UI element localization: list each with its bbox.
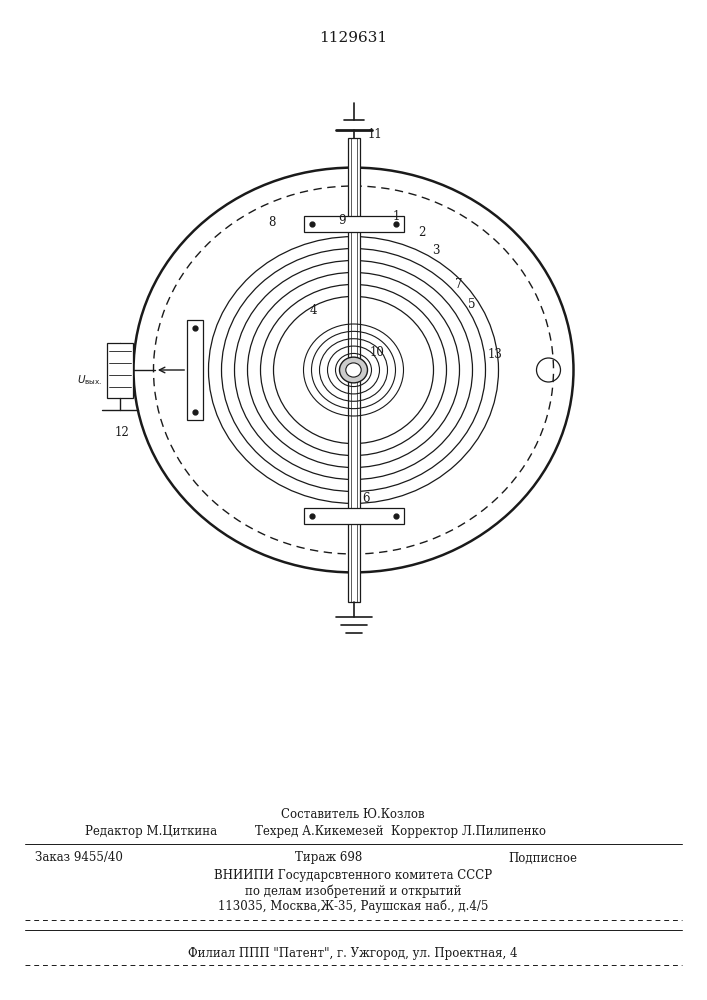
Text: 1: 1 [393, 210, 400, 223]
Ellipse shape [346, 363, 361, 377]
Text: 11: 11 [368, 128, 382, 141]
Text: Подписное: Подписное [508, 852, 577, 864]
Text: Составитель Ю.Козлов: Составитель Ю.Козлов [281, 808, 425, 822]
Text: 13: 13 [488, 349, 503, 361]
Ellipse shape [339, 357, 368, 383]
Bar [348, 138, 359, 602]
Text: ВНИИПИ Государсвтенного комитета СССР: ВНИИПИ Государсвтенного комитета СССР [214, 869, 492, 882]
Text: по делам изобретений и открытий: по делам изобретений и открытий [245, 884, 461, 898]
Text: 8: 8 [268, 216, 275, 229]
Text: Редактор М.Циткина: Редактор М.Циткина [85, 826, 217, 838]
Text: Филиал ППП "Патент", г. Ужгород, ул. Проектная, 4: Филиал ППП "Патент", г. Ужгород, ул. Про… [188, 948, 518, 960]
Text: 3: 3 [432, 243, 440, 256]
Text: 2: 2 [418, 226, 426, 238]
Text: Тираж 698: Тираж 698 [295, 852, 362, 864]
Text: 6: 6 [362, 491, 370, 504]
Text: 12: 12 [115, 426, 130, 438]
Bar [303, 508, 404, 524]
Text: 5: 5 [468, 298, 476, 312]
Text: 113035, Москва,Ж-35, Раушская наб., д.4/5: 113035, Москва,Ж-35, Раушская наб., д.4/… [218, 899, 489, 913]
Text: 4: 4 [310, 304, 317, 316]
Text: Заказ 9455/40: Заказ 9455/40 [35, 852, 123, 864]
Text: 9: 9 [338, 214, 346, 227]
Bar [107, 342, 133, 397]
Ellipse shape [134, 168, 573, 572]
Bar [187, 320, 203, 420]
Text: $U_{\rm вых.}$: $U_{\rm вых.}$ [76, 373, 102, 387]
Text: 7: 7 [455, 278, 462, 292]
Text: Техред А.Кикемезей  Корректор Л.Пилипенко: Техред А.Кикемезей Корректор Л.Пилипенко [255, 826, 546, 838]
Text: 1129631: 1129631 [320, 31, 387, 45]
Bar [303, 216, 404, 232]
Text: 10: 10 [370, 346, 385, 359]
